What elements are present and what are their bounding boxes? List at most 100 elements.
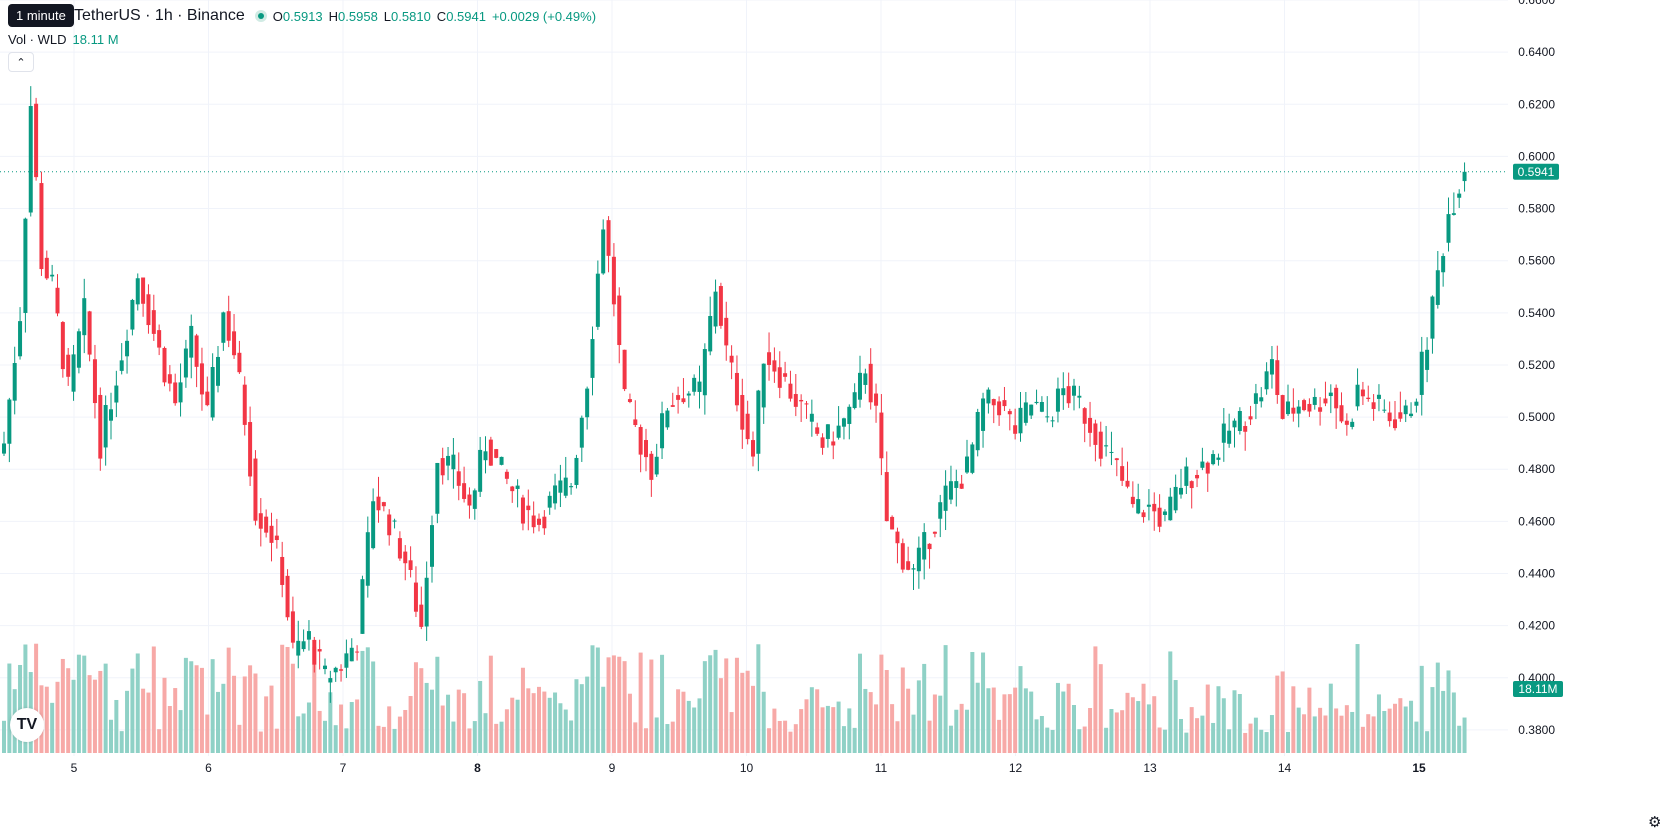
candle-body xyxy=(1387,412,1392,422)
candle-body xyxy=(708,315,713,352)
candle-body xyxy=(1179,487,1183,495)
volume-bar xyxy=(681,691,686,753)
candle-body xyxy=(531,515,536,528)
candle-body xyxy=(483,451,488,461)
candle-body xyxy=(103,405,108,448)
ohlc-low-value: 0.5810 xyxy=(391,8,431,24)
volume-bar xyxy=(729,712,734,753)
volume-bar xyxy=(178,710,183,753)
candle-body xyxy=(649,453,654,480)
candle-body xyxy=(199,363,204,395)
candle-body xyxy=(109,409,113,421)
candle-body xyxy=(745,413,750,440)
candle-body xyxy=(135,278,140,305)
ohlc-close-value: 0.5941 xyxy=(446,8,486,24)
market-status-icon[interactable] xyxy=(254,10,267,22)
volume-bar xyxy=(713,649,718,753)
volume-bar xyxy=(991,687,996,753)
candle-body xyxy=(403,551,408,564)
volume-bar xyxy=(1259,729,1264,753)
time-tick-label: 9 xyxy=(609,761,616,775)
volume-bar xyxy=(611,655,616,753)
candle-body xyxy=(654,456,659,475)
gear-icon[interactable]: ⚙ xyxy=(1648,814,1662,831)
volume-bar xyxy=(301,713,306,753)
candle-body xyxy=(462,483,467,499)
volume-bar xyxy=(617,656,622,753)
volume-bar xyxy=(205,714,210,753)
volume-bar xyxy=(943,645,948,753)
volume-bar xyxy=(841,726,846,753)
volume-bar xyxy=(932,694,937,753)
volume-bar xyxy=(456,689,461,753)
candle-body xyxy=(1269,359,1274,375)
volume-bar xyxy=(1109,709,1114,753)
volume-bar xyxy=(1248,723,1253,753)
candle-body xyxy=(1072,385,1076,396)
symbol-title[interactable]: TetherUS · 1h · Binance xyxy=(74,7,245,24)
volume-bar xyxy=(1120,710,1125,753)
candle-body xyxy=(900,543,905,570)
price-tick-label: 0.3800 xyxy=(1518,723,1555,737)
volume-bar xyxy=(76,654,81,753)
volume-bar xyxy=(788,731,793,753)
candle-body xyxy=(323,665,327,670)
volume-badge xyxy=(1513,681,1563,697)
candle-body xyxy=(1360,389,1365,397)
candle-body xyxy=(226,311,231,341)
volume-bar xyxy=(403,709,408,753)
volume-bar xyxy=(1061,691,1066,753)
candle-body xyxy=(7,399,12,444)
candle-body xyxy=(601,229,606,274)
tradingview-logo-icon[interactable]: TV xyxy=(10,708,44,742)
volume-bar xyxy=(585,676,590,753)
candle-body xyxy=(1013,425,1018,434)
candle-body xyxy=(451,454,456,470)
volume-bar xyxy=(125,690,130,753)
candle-body xyxy=(333,667,338,673)
last-price-badge xyxy=(1513,163,1559,180)
time-axis[interactable]: 5 6 7 8 9 10 11 12 13 14 15 xyxy=(71,761,1426,775)
volume-bar xyxy=(162,677,167,753)
grid-lines xyxy=(0,0,1508,756)
price-axis[interactable]: 0.6600 0.6400 0.6200 0.6000 0.5800 0.5600 0.54… xyxy=(1518,0,1555,737)
volume-bar xyxy=(1029,691,1034,753)
volume-bar xyxy=(740,672,745,753)
volume-bar xyxy=(408,696,413,753)
price-tick-label: 0.5400 xyxy=(1518,306,1555,320)
candle-body xyxy=(686,393,691,396)
candle-body xyxy=(681,398,686,403)
volume-bar xyxy=(173,688,178,753)
volume-bar xyxy=(1002,694,1007,753)
volume-bar xyxy=(499,721,504,753)
collapse-legend-button[interactable]: ⌃ xyxy=(8,52,34,72)
volume-bar xyxy=(922,663,927,753)
volume-bar xyxy=(1055,682,1060,753)
candle-body xyxy=(970,444,975,473)
volume-bar xyxy=(397,716,402,753)
candle-body xyxy=(274,535,279,541)
candle-body xyxy=(488,439,493,466)
candle-body xyxy=(553,485,558,504)
volume-bar xyxy=(1157,727,1162,753)
volume-bar xyxy=(248,665,253,753)
candle-body xyxy=(60,322,65,370)
candle-body xyxy=(841,418,846,427)
volume-bar xyxy=(71,679,76,753)
volume-bar xyxy=(210,659,215,753)
volume-bar xyxy=(804,699,809,753)
candle-body xyxy=(1430,296,1435,339)
candle-body xyxy=(280,556,285,585)
volume-bar xyxy=(697,698,702,753)
candle-body xyxy=(1425,349,1430,370)
volume-bar xyxy=(1387,708,1392,753)
price-tick-label: 0.4800 xyxy=(1518,462,1555,476)
volume-bar xyxy=(1088,708,1093,753)
volume-bar xyxy=(1318,707,1323,753)
candle-body xyxy=(456,471,461,486)
candle-body xyxy=(1355,384,1360,407)
candle-body xyxy=(2,443,6,454)
volume-bar xyxy=(638,652,643,753)
volume-bar xyxy=(1173,680,1178,753)
